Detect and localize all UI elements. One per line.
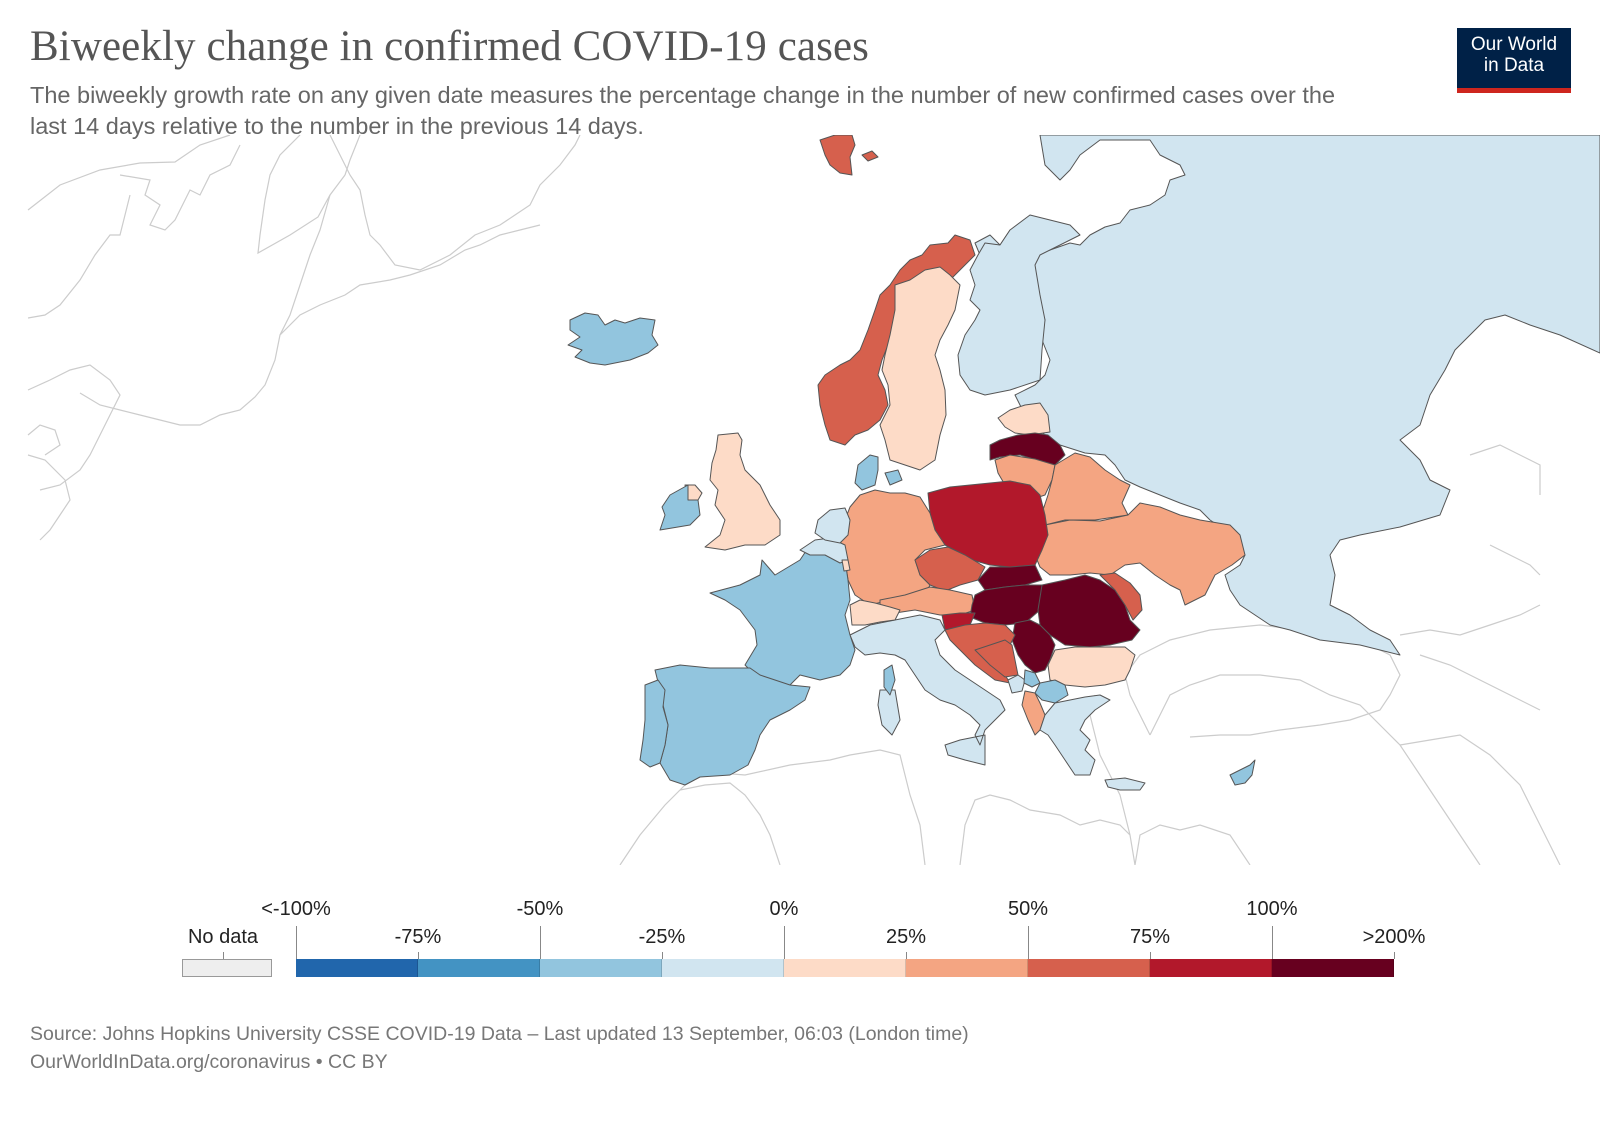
country-hungary[interactable]: Hungary: 100% to >200% <box>969 584 1049 626</box>
country-denmark[interactable]: Denmark: -50% to -25% <box>854 454 903 491</box>
legend-label-bottom: 75% <box>1129 926 1171 948</box>
no-data-tick <box>223 952 224 959</box>
arctic-island-outline-1 <box>119 144 241 231</box>
legend-tick-major <box>784 926 785 959</box>
legend-swatch <box>784 959 906 977</box>
legend-label-bottom: >200% <box>1362 926 1426 948</box>
legend-tick-major <box>1028 926 1029 959</box>
country-estonia[interactable]: Estonia: 0% to 25% <box>997 402 1051 436</box>
legend-swatch <box>296 959 418 977</box>
legend-label-bottom: -25% <box>638 926 686 948</box>
caucasus-outline <box>1399 604 1541 711</box>
country-finland[interactable]: Finland: -25% to 0% <box>957 214 1081 396</box>
legend-tick-minor <box>1150 952 1151 959</box>
legend-label-bottom: 25% <box>885 926 927 948</box>
greenland-east-outline <box>79 194 541 426</box>
middle-east-outline <box>1089 674 1481 865</box>
legend-label-bottom: -75% <box>394 926 442 948</box>
legend-label-top: <-100% <box>261 898 331 920</box>
logo-accent-bar <box>1457 88 1571 93</box>
country-bulgaria[interactable]: Bulgaria: 0% to 25% <box>1047 646 1136 688</box>
license-link[interactable]: OurWorldInData.org/coronavirus • CC BY <box>30 1051 388 1073</box>
country-luxembourg[interactable]: Luxembourg: 0% to 25% <box>841 559 851 572</box>
kazakh-outline <box>1469 444 1541 576</box>
no-data-label: No data <box>187 926 259 948</box>
country-north-macedonia[interactable]: North Macedonia: -50% to -25% <box>1034 679 1069 704</box>
country-ireland[interactable]: Ireland: -50% to -25% <box>659 484 701 531</box>
legend-tick-minor <box>418 952 419 959</box>
country-united-kingdom[interactable]: United Kingdom: 0% to 25% <box>684 432 781 551</box>
iran-outline <box>1399 734 1561 865</box>
europe-map: Russia: -25% to 0%Finland: -25% to 0% Nor… <box>27 135 1600 865</box>
legend-tick-major <box>296 926 297 959</box>
legend-swatch <box>1150 959 1272 977</box>
legend-tick-minor <box>1394 952 1395 959</box>
legend-swatch <box>1028 959 1150 977</box>
country-ukraine[interactable]: Ukraine: 25% to 50% <box>1034 502 1246 606</box>
legend-label-top: 100% <box>1246 898 1298 920</box>
legend-swatch <box>906 959 1028 977</box>
country-svalbard[interactable]: Svalbard: 50% to 75% <box>819 135 879 176</box>
logo-line-1: Our World <box>1470 34 1558 55</box>
chart-title: Biweekly change in confirmed COVID-19 ca… <box>30 23 869 70</box>
legend-swatch <box>418 959 540 977</box>
country-sweden[interactable]: Sweden: 0% to 25% <box>879 266 961 471</box>
legend-tick-major <box>540 926 541 959</box>
country-bosnia-and-herzegovina[interactable]: Bosnia and Herzegovina: 50% to 75% <box>974 639 1019 678</box>
country-corsica-france[interactable]: Corsica (France): -50% to -25% <box>883 664 896 696</box>
country-netherlands[interactable]: Netherlands: -25% to 0% <box>814 507 851 544</box>
greenland-main-outline <box>329 135 581 271</box>
no-data-swatch <box>182 959 272 977</box>
legend-label-top: 50% <box>1007 898 1049 920</box>
legend-tick-minor <box>906 952 907 959</box>
country-france[interactable]: France: -50% to -25% <box>709 539 856 686</box>
country-italy[interactable]: Italy: -25% to 0% <box>849 614 1006 766</box>
country-cyprus[interactable]: Cyprus: -50% to -25% <box>1229 759 1256 786</box>
legend-tick-major <box>1272 926 1273 959</box>
greenland-outline <box>27 135 361 255</box>
arctic-island-outline-2 <box>27 194 131 319</box>
legend-label-top: -50% <box>516 898 564 920</box>
country-portugal[interactable]: Portugal: -50% to -25% <box>639 679 669 768</box>
legend-label-top: 0% <box>769 898 799 920</box>
logo-line-2: in Data <box>1483 55 1545 76</box>
chart-subtitle: The biweekly growth rate on any given da… <box>30 82 1336 139</box>
country-moldova[interactable]: Moldova: 50% to 75% <box>1099 572 1143 621</box>
legend-swatch <box>540 959 662 977</box>
country-montenegro[interactable]: Montenegro: -25% to 0% <box>1007 674 1026 694</box>
country-latvia[interactable]: Latvia: 100% to >200% <box>989 432 1066 466</box>
legend-swatch <box>1272 959 1394 977</box>
canada-east-outline <box>27 454 71 541</box>
legend-swatch <box>662 959 784 977</box>
source-note: Source: Johns Hopkins University CSSE CO… <box>30 1023 969 1045</box>
country-kosovo[interactable]: Kosovo: -50% to -25% <box>1023 669 1041 688</box>
country-switzerland[interactable]: Switzerland: 0% to 25% <box>849 599 901 626</box>
country-greece[interactable]: Greece: -25% to 0% <box>1039 694 1146 791</box>
country-iceland[interactable]: Iceland: -50% to -25% <box>567 312 659 366</box>
libya-egypt-outline <box>959 794 1251 865</box>
country-russia[interactable]: Russia: -25% to 0% <box>974 135 1600 656</box>
legend-tick-minor <box>662 952 663 959</box>
owid-logo[interactable]: Our World in Data <box>1457 28 1571 93</box>
canada-outline <box>27 364 121 491</box>
